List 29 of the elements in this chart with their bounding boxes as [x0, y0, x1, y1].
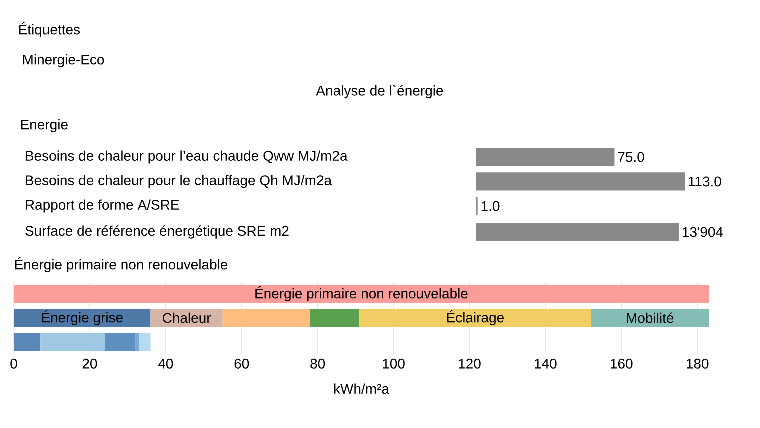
series-label: Énergie primaire non renouvelable	[256, 286, 468, 302]
text: Minergie-Eco	[23, 54, 104, 68]
y-tick-label: Besoins de chaleur pour l’eau chaude Qww MJ/m2a	[26, 150, 348, 164]
x-tick-label: 160	[611, 358, 633, 369]
x-tick-label: 20	[82, 358, 98, 369]
chart-title: Énergie primaire non renouvelable	[15, 257, 228, 273]
x-tick-label: 40	[158, 358, 174, 369]
series-label: Énergie grise	[42, 310, 123, 326]
y-tick-label: Surface de référence énergétique SRE m2	[26, 226, 289, 239]
x-tick-label: 180	[686, 358, 709, 369]
x-tick-label: 80	[310, 358, 326, 369]
series-label: Chaleur	[163, 312, 212, 324]
text: Étiquettes	[19, 22, 80, 38]
x-tick-label: 120	[459, 358, 481, 369]
data-label: 75.0	[618, 152, 644, 162]
series-label: Éclairage	[447, 310, 504, 326]
series-label: Mobilité	[627, 312, 674, 324]
text: Analyse de l`énergie	[316, 85, 444, 99]
x-tick-label: 140	[535, 358, 557, 369]
x-axis-title: kWh/m²a	[334, 384, 390, 394]
y-tick-label: Besoins de chaleur pour le chauffage Qh MJ/m2a	[26, 175, 332, 188]
data-label: 1.0	[482, 201, 500, 212]
y-tick-label: Rapport de forme A/SRE	[26, 200, 180, 213]
x-tick-label: 100	[383, 358, 405, 369]
x-tick-label: 0	[10, 358, 18, 369]
data-label: 13'904	[682, 227, 724, 238]
x-tick-label: 60	[234, 358, 250, 369]
data-label: 113.0	[688, 176, 722, 187]
text: Energie	[21, 119, 68, 133]
